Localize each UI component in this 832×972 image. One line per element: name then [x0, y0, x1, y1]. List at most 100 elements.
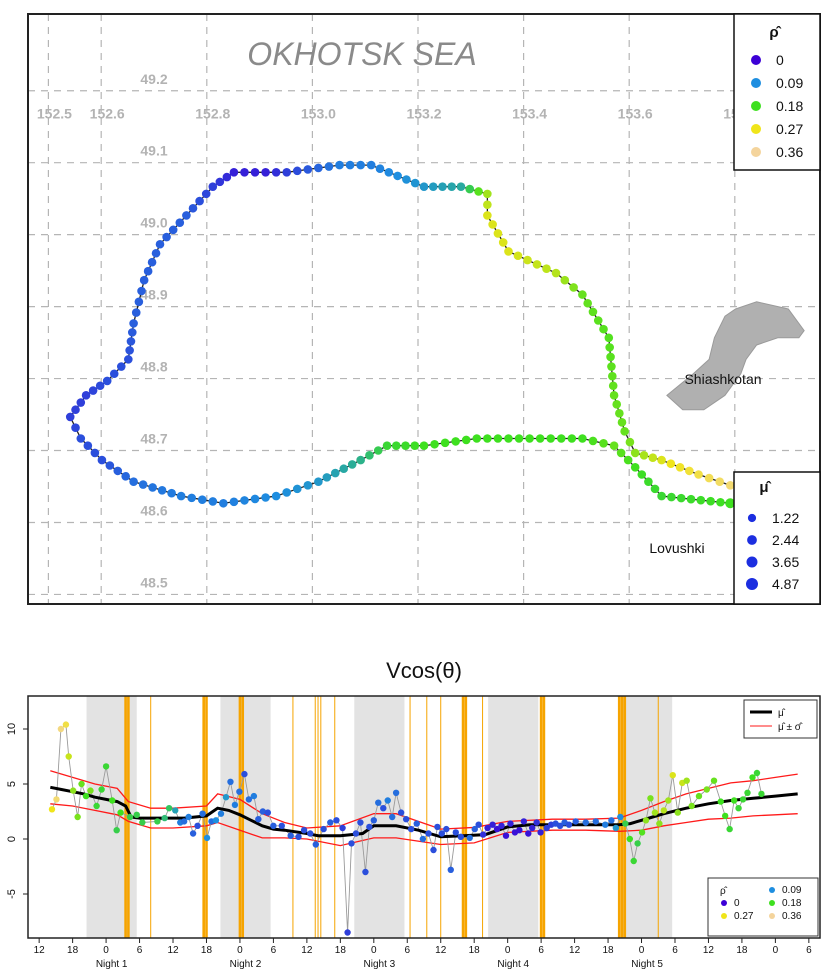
map-background [28, 14, 820, 604]
track [65, 160, 798, 515]
lon-tick-label: 153.2 [406, 106, 441, 122]
mu-legend-swatch [747, 513, 757, 523]
track-point [588, 307, 598, 317]
observation-point [572, 818, 579, 825]
track-point [95, 381, 105, 391]
track-point [356, 455, 365, 465]
track-point [706, 496, 715, 506]
track-point [222, 172, 232, 182]
observation-point [502, 832, 510, 839]
track-point [447, 182, 457, 191]
track-point [113, 466, 123, 476]
track-point [578, 434, 587, 443]
track-point [630, 462, 640, 472]
track-point [197, 495, 207, 504]
lat-tick-label: 48.6 [140, 502, 167, 518]
observation-point [287, 832, 294, 839]
y-axis-ticks: -5 0 5 10 [6, 723, 28, 899]
night-label: Night 2 [230, 959, 262, 970]
track-point [139, 275, 149, 285]
observation-point [236, 788, 243, 795]
track-point [168, 225, 178, 235]
x-tick-label: 18 [602, 945, 614, 956]
observation-point [665, 797, 672, 804]
track-point [588, 436, 598, 446]
observation-point [688, 802, 695, 810]
track-point [402, 175, 411, 184]
observation-point [520, 818, 528, 825]
observation-point [69, 787, 77, 794]
lat-tick-label: 48.8 [140, 359, 167, 375]
observation-point [608, 817, 615, 824]
track-point [514, 434, 524, 443]
observation-point [674, 809, 681, 816]
track-point [567, 434, 577, 443]
observation-point [537, 829, 544, 836]
night-band [488, 696, 539, 938]
ts-frame [27, 695, 821, 939]
track-point [686, 494, 696, 504]
observation-point [113, 827, 120, 834]
track-point [335, 160, 344, 170]
x-tick-label: 18 [335, 945, 347, 956]
observation-point [516, 827, 523, 834]
observation-point [739, 796, 747, 803]
y-tick-label: -5 [6, 889, 18, 899]
observation-point [438, 830, 446, 837]
observation-point [312, 841, 319, 848]
observation-point [48, 806, 56, 813]
track-point [366, 160, 376, 170]
observation-point [139, 819, 146, 826]
track-point [650, 484, 660, 494]
x-axis-ticks: 12 18 0 6 12 18 0 6 12 18 0 6 12 18 0 6 12 18 0 6 12 18 0 6 [34, 938, 812, 956]
observation-point [348, 840, 355, 847]
track-point [609, 391, 619, 400]
observation-point [642, 817, 650, 824]
point-legend-label: 0.36 [782, 911, 802, 922]
rho-legend-title: ρ̂ [769, 24, 781, 41]
track-point [155, 239, 165, 249]
observation-point [447, 866, 454, 873]
track-point [356, 160, 365, 170]
observation-point [466, 834, 473, 842]
track-point [250, 494, 260, 504]
track-point [229, 497, 239, 507]
observation-point [344, 929, 351, 936]
ts-title: Vcos(θ) [386, 658, 462, 683]
observation-point [730, 797, 738, 804]
track-point [384, 167, 394, 177]
x-tick-label: 18 [67, 945, 79, 956]
track-point [696, 495, 706, 505]
observation-point [397, 809, 405, 816]
observation-point [533, 819, 540, 826]
track-point [666, 459, 676, 468]
observation-point [295, 833, 302, 840]
track-point [725, 480, 735, 490]
lon-tick-label: 152.5 [37, 106, 72, 122]
track-point [167, 488, 176, 498]
observation-point [270, 822, 277, 829]
track-point [675, 462, 685, 472]
x-tick-label: 18 [736, 945, 748, 956]
track-point [393, 171, 402, 181]
track-point [612, 400, 622, 409]
track-point [560, 275, 570, 285]
lat-tick-label: 48.7 [140, 431, 167, 447]
observation-point [543, 824, 550, 832]
rho-legend-swatch [751, 147, 761, 157]
track-point [569, 283, 578, 292]
observation-point [407, 825, 415, 833]
x-tick-label: 12 [435, 945, 447, 956]
observation-point [703, 786, 710, 793]
point-legend-swatch [769, 900, 775, 906]
observation-point [749, 774, 756, 781]
observation-point [161, 814, 168, 822]
observation-point [479, 831, 487, 838]
observation-point [74, 813, 81, 821]
x-tick-label: 0 [505, 945, 511, 956]
rho-legend-swatch [751, 55, 761, 65]
observation-point [375, 799, 382, 806]
mu-size-legend: μ̂ 1.22 2.44 3.65 4.87 [733, 471, 821, 605]
track-point [373, 446, 383, 455]
observation-point [622, 820, 629, 827]
